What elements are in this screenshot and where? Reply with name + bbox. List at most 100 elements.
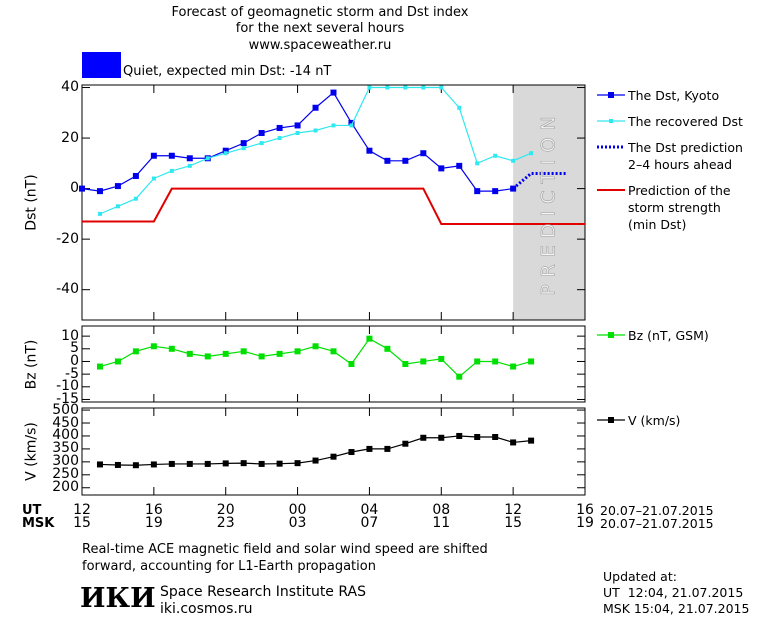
data-point xyxy=(511,158,516,163)
data-point xyxy=(492,434,499,440)
y-tick-label: 300 xyxy=(52,453,79,470)
data-point xyxy=(384,157,391,164)
data-point xyxy=(186,350,193,357)
data-point xyxy=(294,460,301,467)
plot-frame xyxy=(81,407,586,496)
data-point xyxy=(96,188,103,195)
plot-frame xyxy=(81,84,586,321)
data-point xyxy=(474,434,481,440)
data-point xyxy=(312,457,319,464)
data-point xyxy=(240,460,247,467)
institute-name: Space Research Institute RAS xyxy=(160,583,366,600)
y-tick-label: 250 xyxy=(52,466,79,483)
data-point xyxy=(132,462,139,469)
data-point xyxy=(240,140,247,147)
data-point xyxy=(150,461,157,468)
data-point xyxy=(456,162,463,169)
data-point xyxy=(222,460,229,467)
x-axis-label: UT xyxy=(22,502,42,518)
data-point xyxy=(169,168,174,173)
y-axis-label: Bz (nT) xyxy=(23,339,40,389)
series-line xyxy=(81,91,514,192)
data-point xyxy=(114,461,121,468)
data-point xyxy=(132,172,139,179)
data-point xyxy=(150,152,157,159)
data-point xyxy=(403,85,408,90)
data-point xyxy=(187,163,192,168)
data-point xyxy=(168,152,175,159)
series-line xyxy=(82,187,585,225)
legend-marker xyxy=(608,417,614,423)
footnote: Real-time ACE magnetic field and solar w… xyxy=(82,541,488,574)
y-tick-label: -20 xyxy=(56,230,79,247)
data-point xyxy=(402,157,409,164)
y-tick-label: 40 xyxy=(61,79,79,96)
x-tick-label: 11 xyxy=(432,514,451,531)
data-point xyxy=(438,434,445,441)
data-point xyxy=(222,350,229,357)
data-point xyxy=(402,361,409,367)
y-tick-label: 350 xyxy=(52,440,79,457)
data-point xyxy=(366,445,373,452)
data-point xyxy=(204,353,211,360)
data-point xyxy=(258,460,265,467)
x-tick-label: 16 xyxy=(144,501,163,518)
chart-title: for the next several hours xyxy=(235,21,405,36)
y-tick-label: -40 xyxy=(56,281,79,298)
data-point xyxy=(115,204,120,209)
legend-label: The recovered Dst xyxy=(628,113,743,129)
x-tick-label: 12 xyxy=(504,501,523,518)
data-point xyxy=(385,85,390,90)
x-tick-label: 03 xyxy=(288,514,307,531)
data-point xyxy=(475,161,480,166)
data-point xyxy=(529,151,534,156)
y-axis-label: V (km/s) xyxy=(23,422,40,481)
institute-site: iki.cosmos.ru xyxy=(160,600,253,617)
x-tick-label: 04 xyxy=(360,501,379,518)
updated-ut: UT 12:04, 21.07.2015 xyxy=(603,584,744,600)
data-point xyxy=(132,348,139,355)
x-tick-label: 16 xyxy=(576,501,594,518)
data-point xyxy=(331,123,336,128)
legend-label: V (km/s) xyxy=(628,412,681,428)
data-point xyxy=(114,183,121,190)
legend-label: Bz (nT, GSM) xyxy=(628,327,709,343)
data-point xyxy=(474,358,481,365)
x-tick-label: 00 xyxy=(288,501,307,518)
updated-title: Updated at: xyxy=(603,568,677,584)
data-point xyxy=(384,345,391,352)
y-tick-label: 10 xyxy=(61,327,79,344)
data-point xyxy=(295,131,300,136)
status-swatch xyxy=(82,52,121,78)
data-point xyxy=(492,188,499,195)
y-tick-label: 0 xyxy=(70,180,79,197)
y-tick-label: 0 xyxy=(70,352,79,369)
data-point xyxy=(133,196,138,201)
data-point xyxy=(241,146,246,151)
data-point xyxy=(366,147,373,154)
prediction-label: PREDICTION xyxy=(537,109,560,296)
x-tick-label: 07 xyxy=(360,514,379,531)
data-point xyxy=(456,373,463,380)
y-tick-label: 200 xyxy=(52,479,79,496)
x-tick-label: 12 xyxy=(73,501,91,518)
data-point xyxy=(330,348,337,355)
x-tick-label: 15 xyxy=(504,514,523,531)
data-point xyxy=(348,449,355,456)
plot-frame xyxy=(81,325,586,403)
y-tick-label: 400 xyxy=(52,427,79,444)
legend-marker xyxy=(608,92,614,98)
data-point xyxy=(96,461,103,468)
y-tick-label: -10 xyxy=(56,378,79,395)
data-point xyxy=(186,460,193,467)
data-point xyxy=(150,343,157,350)
data-point xyxy=(420,358,427,365)
data-point xyxy=(312,343,319,350)
data-point xyxy=(277,136,282,141)
data-point xyxy=(168,345,175,352)
y-tick-label: -5 xyxy=(65,365,79,382)
data-point xyxy=(438,355,445,362)
x-tick-label: 19 xyxy=(144,514,163,531)
data-point xyxy=(420,150,427,157)
